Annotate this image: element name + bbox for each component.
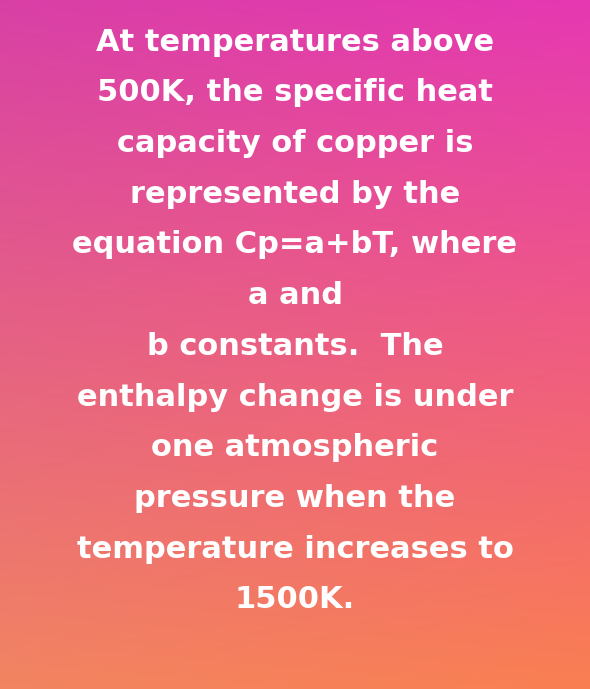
Text: temperature increases to: temperature increases to	[77, 535, 513, 564]
Text: a and: a and	[247, 281, 343, 310]
Text: 500K, the specific heat: 500K, the specific heat	[97, 79, 493, 107]
Text: At temperatures above: At temperatures above	[96, 28, 494, 56]
Text: represented by the: represented by the	[130, 180, 460, 209]
Text: one atmospheric: one atmospheric	[152, 433, 438, 462]
Text: 1500K.: 1500K.	[235, 586, 355, 615]
Text: capacity of copper is: capacity of copper is	[117, 129, 473, 158]
Text: equation Cp=a+bT, where: equation Cp=a+bT, where	[73, 230, 517, 259]
Text: enthalpy change is under: enthalpy change is under	[77, 382, 513, 411]
Text: b constants.  The: b constants. The	[147, 332, 443, 361]
Text: pressure when the: pressure when the	[135, 484, 455, 513]
